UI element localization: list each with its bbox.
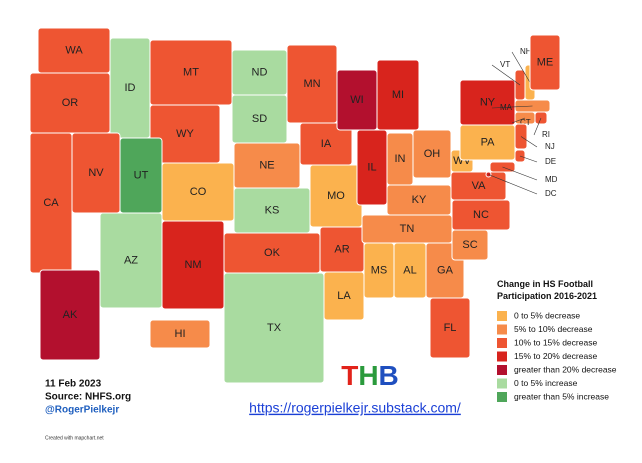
state-label: SC xyxy=(462,239,477,251)
state-label: HI xyxy=(175,328,186,340)
leader-line xyxy=(488,174,538,195)
leader-line xyxy=(519,155,538,163)
state-label: CO xyxy=(190,186,207,198)
state-label: AL xyxy=(403,264,416,276)
state-label: NV xyxy=(88,167,104,179)
logo: THB xyxy=(341,360,399,391)
leader-line xyxy=(533,117,542,136)
state-label: ND xyxy=(252,66,268,78)
legend-label: 5% to 10% decrease xyxy=(514,324,593,334)
state-label: OK xyxy=(264,247,281,259)
state-label: VT xyxy=(500,60,510,69)
states: WA OR ID MT WY NV CA UT CO AZ NM ND SD NE KS OK TX MN IA MO… xyxy=(29,27,561,384)
state-label: TN xyxy=(400,223,415,235)
state-label: ME xyxy=(537,56,554,68)
state-label: DC xyxy=(545,189,557,198)
state-label: CT xyxy=(520,118,531,127)
state-label: UT xyxy=(134,169,149,181)
state-label: DE xyxy=(545,157,556,166)
state-label: KY xyxy=(412,194,427,206)
state xyxy=(450,171,507,201)
legend-swatch xyxy=(497,311,507,321)
state xyxy=(429,297,471,359)
legend-label: 0 to 5% increase xyxy=(514,378,578,388)
state-label: AK xyxy=(63,309,78,321)
state-label: NY xyxy=(480,96,496,108)
state xyxy=(529,34,561,91)
credit: Created with mapchart.net xyxy=(45,435,104,441)
state-label: WI xyxy=(350,94,363,106)
legend-label: 15% to 20% decrease xyxy=(514,351,597,361)
state-label: ID xyxy=(125,82,136,94)
state xyxy=(223,272,325,384)
state-label: KS xyxy=(265,204,280,216)
leader-line xyxy=(511,117,526,124)
state-label: OR xyxy=(62,97,79,109)
state-label: NE xyxy=(259,159,274,171)
leader-line xyxy=(511,51,531,83)
leader-line xyxy=(502,166,538,181)
state xyxy=(376,59,420,131)
state-label: WY xyxy=(176,128,194,140)
state-label: MS xyxy=(371,264,388,276)
legend-swatch xyxy=(497,392,507,402)
leader-line xyxy=(520,136,538,148)
state-label: PA xyxy=(481,136,496,148)
state-label: TX xyxy=(267,322,282,334)
legend-label: 0 to 5% decrease xyxy=(514,310,580,320)
state-label: MD xyxy=(545,175,558,184)
state-label: NH xyxy=(520,47,532,56)
source: Source: NHFS.org xyxy=(45,392,131,403)
state-label: MA xyxy=(500,103,513,112)
state-label: IL xyxy=(367,161,376,173)
legend-swatch xyxy=(497,365,507,375)
legend: 0 to 5% decrease 5% to 10% decrease 10% to… xyxy=(497,310,617,402)
state-label: MO xyxy=(327,190,345,202)
state-label: MI xyxy=(392,89,404,101)
state-label: CA xyxy=(43,197,59,209)
state-label: WA xyxy=(65,44,83,56)
state-label: AZ xyxy=(124,254,138,266)
state-label: VA xyxy=(472,180,487,192)
state-label: MT xyxy=(183,66,199,78)
date: 11 Feb 2023 xyxy=(45,379,102,390)
legend-swatch xyxy=(497,324,507,335)
state-label: GA xyxy=(437,264,454,276)
state-label: NC xyxy=(473,209,489,221)
legend-title: Change in HS Football Participation 2016-… xyxy=(497,279,597,301)
state-label: LA xyxy=(337,290,351,302)
state-label: IN xyxy=(395,153,406,165)
legend-label: greater than 5% increase xyxy=(514,391,609,401)
legend-label: greater than 20% decrease xyxy=(514,364,617,374)
legend-swatch xyxy=(497,351,507,362)
state-label: IA xyxy=(321,138,332,150)
state-label: AR xyxy=(334,243,349,255)
state-label: MN xyxy=(303,78,320,90)
handle: @RogerPielkejr xyxy=(45,405,119,416)
url-link[interactable]: https://rogerpielkejr.substack.com/ xyxy=(249,400,461,416)
state-label: OH xyxy=(424,148,441,160)
state-label: NJ xyxy=(545,142,555,151)
state-label: RI xyxy=(542,130,550,139)
legend-swatch xyxy=(497,378,507,389)
legend-label: 10% to 15% decrease xyxy=(514,337,597,347)
state-label: FL xyxy=(444,322,457,334)
state xyxy=(149,319,211,349)
leader-line xyxy=(491,64,521,86)
leader-line xyxy=(491,105,533,109)
state-label: SD xyxy=(252,113,267,125)
legend-swatch xyxy=(497,338,507,348)
state-label: NM xyxy=(184,259,201,271)
state xyxy=(39,269,101,361)
